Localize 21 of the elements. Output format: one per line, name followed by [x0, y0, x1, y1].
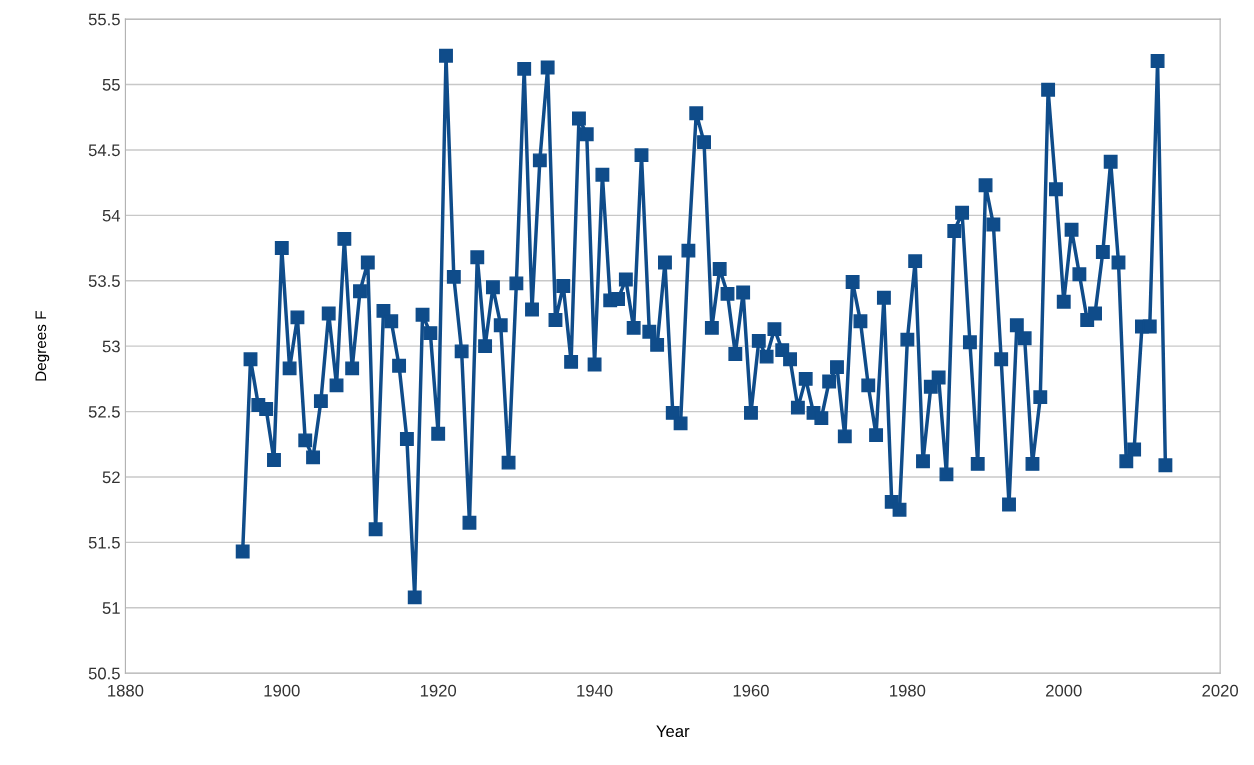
y-tick-label: 52: [102, 471, 120, 484]
y-tick-label: 53.5: [88, 275, 120, 287]
x-tick-label: 2020: [1202, 684, 1239, 697]
x-tick-label: 1880: [108, 684, 144, 697]
y-tick-label: 55: [102, 79, 120, 91]
y-tick-label: 54: [102, 209, 121, 222]
x-tick-label: 1920: [420, 684, 457, 697]
x-tick-label: 2000: [1046, 684, 1082, 697]
y-tick-label: 55.5: [88, 13, 120, 26]
y-tick-label: 53: [102, 340, 120, 353]
y-axis-title: Degrees F: [35, 311, 50, 381]
y-tick-label: 54.5: [88, 144, 120, 157]
x-axis-title: Year: [656, 725, 690, 738]
y-tick-label: 51.5: [88, 536, 120, 549]
y-tick-label: 52.5: [88, 405, 120, 418]
y-tick-label: 50.5: [88, 667, 120, 680]
x-tick-label: 1980: [890, 684, 926, 697]
x-tick-label: 1940: [577, 684, 613, 697]
y-tick-label: 51: [102, 602, 120, 614]
x-tick-label: 1960: [733, 684, 769, 697]
x-tick-label: 1900: [264, 684, 300, 697]
